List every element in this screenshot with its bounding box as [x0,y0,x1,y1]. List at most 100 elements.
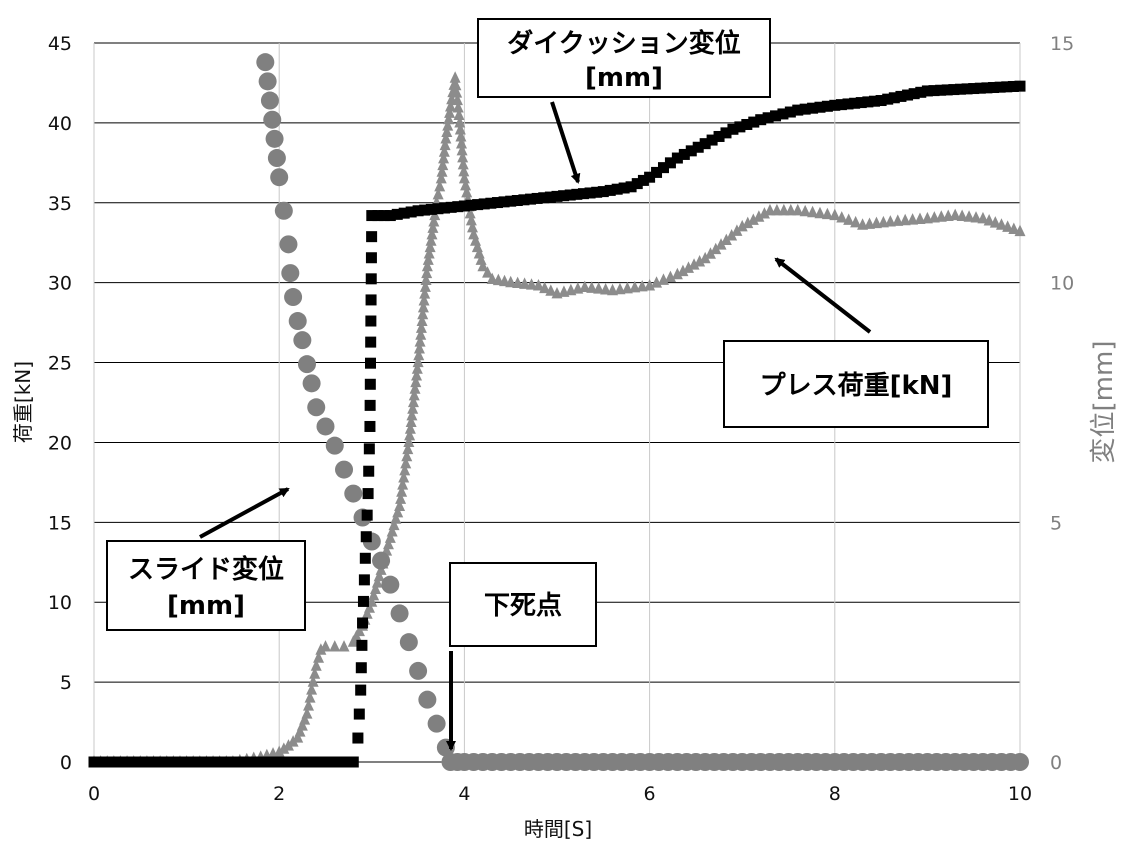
data-point [842,98,854,110]
data-point [564,189,576,201]
data-point [512,276,524,289]
data-point [390,512,402,524]
data-point [799,103,811,115]
data-point [352,732,364,744]
data-point [457,157,469,170]
y-tick-label: 35 [48,193,72,215]
data-point [421,266,433,279]
data-point [734,121,746,133]
data-point [498,196,510,208]
callout-bdc-line1: 下死点 [484,590,562,621]
data-point [161,756,173,768]
series-layer [88,53,1029,771]
data-point [174,756,186,768]
data-point [294,725,306,737]
data-point [95,756,107,768]
data-point [347,756,359,768]
data-point [386,525,398,537]
y2-tick-label: 0 [1050,752,1062,774]
data-point [256,53,275,72]
data-point [364,420,376,432]
data-point [355,662,367,674]
data-point [306,756,318,768]
data-point [338,640,350,652]
data-point [629,280,641,293]
data-point [440,131,452,144]
data-point [855,97,867,109]
data-point [281,264,300,283]
data-point [396,485,408,497]
data-point [544,191,556,203]
data-point [449,71,461,83]
data-point [586,281,598,293]
data-point [451,86,463,98]
data-point [685,145,697,157]
data-point [364,399,376,411]
x-tick-label: 6 [644,783,656,805]
data-point [875,95,887,107]
data-point [438,145,450,157]
data-point [755,114,767,126]
data-point [372,551,391,570]
data-point [344,484,363,503]
data-point [994,81,1006,93]
data-point [607,283,619,296]
data-point [302,374,321,393]
data-point [963,210,975,222]
data-point [414,335,426,347]
data-point [821,100,833,112]
data-point [688,258,700,270]
data-point [785,203,797,216]
data-point [981,82,993,94]
data-point [731,224,743,236]
data-point [455,129,467,142]
data-point [664,157,676,169]
data-point [829,99,841,111]
data-point [411,368,423,381]
data-point [399,463,411,476]
data-point [753,210,765,222]
data-point [974,82,986,94]
data-point [692,141,704,153]
data-point [405,415,417,428]
data-point [247,756,259,768]
data-point [412,355,424,368]
x-tick-label: 8 [829,783,841,805]
data-point [299,713,311,725]
y-axis-label: 荷重[kN] [11,361,35,443]
callout-press-load: プレス荷重[kN] [723,257,989,428]
data-point [181,756,193,768]
data-point [418,690,437,709]
data-point [458,171,470,184]
data-point [88,756,100,768]
series-2 [256,53,1029,771]
data-point [465,199,477,211]
data-point [949,208,961,221]
data-point [970,211,982,223]
data-point [477,259,489,272]
data-point [748,116,760,128]
data-point [460,178,472,191]
data-point [313,651,325,663]
data-point [439,202,451,214]
series-1 [88,80,1026,768]
data-point [365,294,377,306]
y2-tick-label: 5 [1050,512,1062,534]
data-point [432,203,444,215]
data-point [432,187,444,200]
data-point [505,275,517,288]
data-point [405,206,417,218]
data-point [411,362,423,374]
data-point [465,213,477,226]
data-point [403,435,415,448]
data-point [1011,753,1029,771]
data-point [363,601,375,613]
data-point [727,123,739,135]
data-point [558,190,570,202]
data-point [710,242,722,255]
data-point [443,112,455,125]
data-point [948,84,960,96]
data-point [365,315,377,327]
data-point [651,166,663,178]
x-tick-label: 4 [458,783,470,805]
